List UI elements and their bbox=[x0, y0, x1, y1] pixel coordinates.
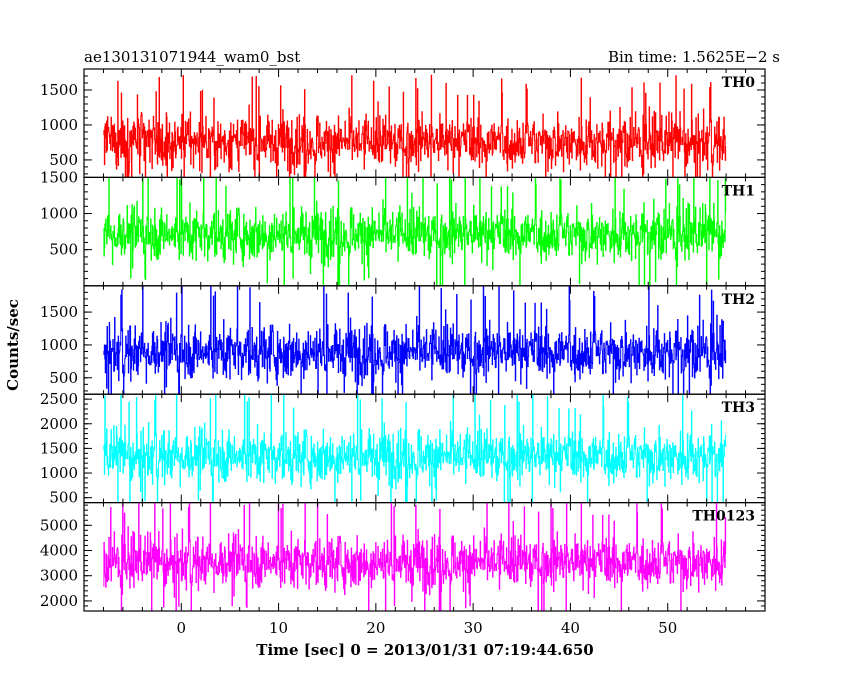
x-axis: 0 10 20 30 40 50 bbox=[177, 619, 678, 637]
panel-th3: 500 1000 1500 2000 2500 TH3 bbox=[40, 390, 766, 507]
panel-frame bbox=[83, 502, 766, 612]
panel-th2: 500 1000 1500 TH2 bbox=[40, 285, 766, 395]
header-left-title: ae130131071944_wam0_bst bbox=[84, 48, 300, 66]
panel-th0123: 2000 3000 4000 5000 TH0123 bbox=[40, 502, 766, 612]
x-tick-label: 0 bbox=[177, 619, 187, 637]
x-axis-title: Time [sec] 0 = 2013/01/31 07:19:44.650 bbox=[256, 641, 593, 659]
panel-label-th1: TH1 bbox=[722, 183, 755, 199]
x-tick-label: 50 bbox=[658, 619, 677, 637]
panel-label-th3: TH3 bbox=[722, 400, 755, 416]
series-line-th0123 bbox=[103, 502, 727, 612]
y-tick-label: 2500 bbox=[40, 390, 78, 408]
panel-label-th2: TH2 bbox=[722, 292, 755, 308]
header-right-bin-time: Bin time: 1.5625E−2 s bbox=[608, 48, 780, 66]
y-tick-label: 2000 bbox=[40, 415, 78, 433]
y-tick-label: 1500 bbox=[40, 439, 78, 457]
y-tick-label: 1000 bbox=[40, 205, 78, 223]
x-tick-label: 30 bbox=[464, 619, 483, 637]
series-line-th0 bbox=[103, 74, 727, 178]
series-line-th3 bbox=[103, 394, 727, 503]
y-tick-label: 500 bbox=[49, 369, 78, 387]
panel-th1: 500 1000 1500 TH1 bbox=[40, 168, 766, 287]
y-tick-label: 500 bbox=[49, 241, 78, 259]
series-line-th2 bbox=[103, 285, 727, 395]
y-tick-label: 1500 bbox=[40, 81, 78, 99]
y-tick-label: 500 bbox=[49, 489, 78, 507]
y-axis-title: Counts/sec bbox=[4, 299, 22, 391]
y-tick-label: 500 bbox=[49, 151, 78, 169]
y-tick-label: 2000 bbox=[40, 592, 78, 610]
y-tick-label: 1500 bbox=[40, 303, 78, 321]
y-tick-label: 1000 bbox=[40, 116, 78, 134]
x-tick-label: 20 bbox=[366, 619, 385, 637]
y-tick-label: 1000 bbox=[40, 336, 78, 354]
y-tick-label: 4000 bbox=[40, 541, 78, 559]
y-tick-label: 1000 bbox=[40, 464, 78, 482]
panel-label-th0: TH0 bbox=[722, 75, 756, 91]
panel-label-th0123: TH0123 bbox=[692, 509, 755, 525]
y-tick-label: 5000 bbox=[40, 516, 78, 534]
y-tick-label: 1500 bbox=[40, 168, 78, 186]
panels: 500 1000 1500 TH0 500 1000 1500 TH1 500 1000 1500 T… bbox=[40, 68, 766, 612]
series-line-th1 bbox=[103, 177, 727, 286]
x-tick-label: 40 bbox=[561, 619, 580, 637]
panel-th0: 500 1000 1500 TH0 bbox=[40, 68, 766, 179]
x-tick-label: 10 bbox=[269, 619, 288, 637]
y-tick-label: 3000 bbox=[40, 567, 78, 585]
